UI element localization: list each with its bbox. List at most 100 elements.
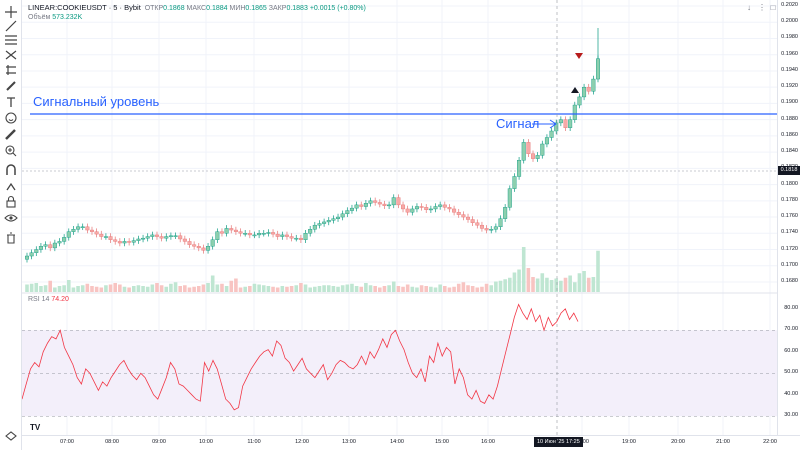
candle: [489, 229, 494, 231]
candle: [159, 236, 164, 239]
candle: [405, 208, 410, 213]
candle: [206, 246, 211, 251]
volume-bar: [331, 286, 336, 292]
layers-icon[interactable]: [3, 428, 19, 444]
price-tick-label: 0.1680: [781, 278, 798, 284]
volume-bar: [210, 275, 215, 292]
low-value: 0.1865: [245, 5, 267, 12]
signal-annotation[interactable]: Сигнал: [496, 116, 540, 131]
candle: [577, 96, 582, 106]
volume-bar: [178, 286, 182, 292]
candle: [252, 234, 257, 237]
eye-icon[interactable]: [3, 210, 19, 226]
price-chart[interactable]: [21, 0, 777, 435]
candle: [266, 232, 271, 234]
volume-bar: [62, 285, 66, 292]
arrow-down-icon[interactable]: ↓: [747, 3, 751, 12]
candle: [257, 233, 262, 236]
volume-bar: [526, 268, 531, 292]
candle: [48, 244, 53, 249]
ruler-icon[interactable]: [3, 127, 19, 143]
volume-bar: [94, 286, 99, 292]
signal-level-annotation[interactable]: Сигнальный уровень: [33, 94, 160, 109]
volume-bar: [345, 284, 350, 292]
candle: [554, 122, 559, 132]
candle: [103, 236, 108, 238]
price-tick-label: 0.1840: [781, 148, 798, 155]
candle: [168, 235, 173, 237]
lock-drawings-icon[interactable]: [3, 178, 19, 194]
zoom-in-icon[interactable]: [3, 143, 19, 159]
volume-bar: [429, 286, 433, 292]
candle: [66, 231, 71, 238]
candle: [326, 220, 331, 223]
expand-icon[interactable]: □: [770, 3, 776, 12]
candle: [363, 203, 368, 207]
candle: [452, 208, 457, 213]
volume-bar: [336, 286, 340, 292]
time-axis[interactable]: 07:00 08:00 09:00 10:00 11:00 12:00 13:00 14:00…: [22, 435, 800, 450]
candle: [410, 208, 415, 213]
rsi-tick-label: 50.00: [784, 369, 798, 376]
volume-bar: [127, 287, 131, 292]
signal-arrow: [532, 119, 557, 129]
candle: [563, 119, 568, 128]
candle: [345, 210, 350, 215]
candle: [558, 119, 563, 124]
volume-bar: [480, 286, 484, 292]
candle: [526, 142, 531, 154]
candle: [396, 197, 401, 206]
drawing-toolbar: [0, 0, 22, 450]
time-tick-label: 13:00: [342, 439, 356, 445]
rsi-tick-label: 40.00: [784, 390, 798, 397]
crosshair-icon[interactable]: [3, 4, 19, 20]
candle: [99, 233, 104, 237]
lock-icon[interactable]: [3, 194, 19, 210]
volume-bar: [475, 287, 480, 292]
trend-line-icon[interactable]: [3, 18, 19, 34]
volume-bar: [456, 283, 461, 292]
volume-bar: [261, 285, 266, 292]
volume-bar: [220, 283, 224, 292]
brush-icon[interactable]: [3, 78, 19, 94]
volume-bar: [299, 283, 303, 292]
magnet-icon[interactable]: [3, 162, 19, 178]
pattern-icon[interactable]: [3, 47, 19, 63]
price-tick-label: 0.1700: [781, 261, 798, 268]
volume-bar: [359, 286, 364, 292]
projection-icon[interactable]: [3, 62, 19, 78]
volume-bar: [489, 285, 494, 292]
price-tick-label: 0.1940: [781, 66, 798, 73]
more-icon[interactable]: ⋮: [758, 3, 766, 12]
chart-area[interactable]: [21, 0, 777, 435]
candle: [280, 234, 285, 237]
candle: [428, 208, 433, 211]
emoji-icon[interactable]: [3, 110, 19, 126]
price-tick-label: 0.1740: [781, 229, 798, 236]
price-tick-label: 0.1780: [781, 196, 798, 203]
symbol-name[interactable]: LINEAR:COOKIEUSDT · 5 · Bybit: [28, 3, 141, 12]
candle: [224, 228, 229, 234]
candle: [387, 204, 392, 207]
candle: [38, 246, 43, 250]
tradingview-logo[interactable]: TV: [30, 423, 41, 432]
volume-bar: [48, 280, 53, 292]
candle: [76, 226, 81, 230]
volume-value: 573.232K: [52, 14, 83, 21]
volume-bar: [289, 286, 294, 292]
candle: [271, 232, 276, 235]
price-tick-label: 0.1900: [781, 99, 798, 106]
volume-bar: [224, 286, 229, 292]
fib-retracement-icon[interactable]: [3, 32, 19, 48]
volume-bar: [535, 278, 540, 292]
price-axis[interactable]: 0.2020 0.2000 0.1980 0.1960 0.1940 0.1920 0.19…: [777, 0, 800, 435]
trash-icon[interactable]: [3, 230, 19, 246]
candle: [294, 237, 299, 240]
candle: [596, 58, 601, 80]
volume-bar: [201, 284, 206, 292]
volume-bar: [503, 279, 507, 292]
candle: [154, 234, 159, 237]
volume-bar: [540, 273, 545, 292]
candle: [219, 231, 224, 234]
text-icon[interactable]: [3, 94, 19, 110]
